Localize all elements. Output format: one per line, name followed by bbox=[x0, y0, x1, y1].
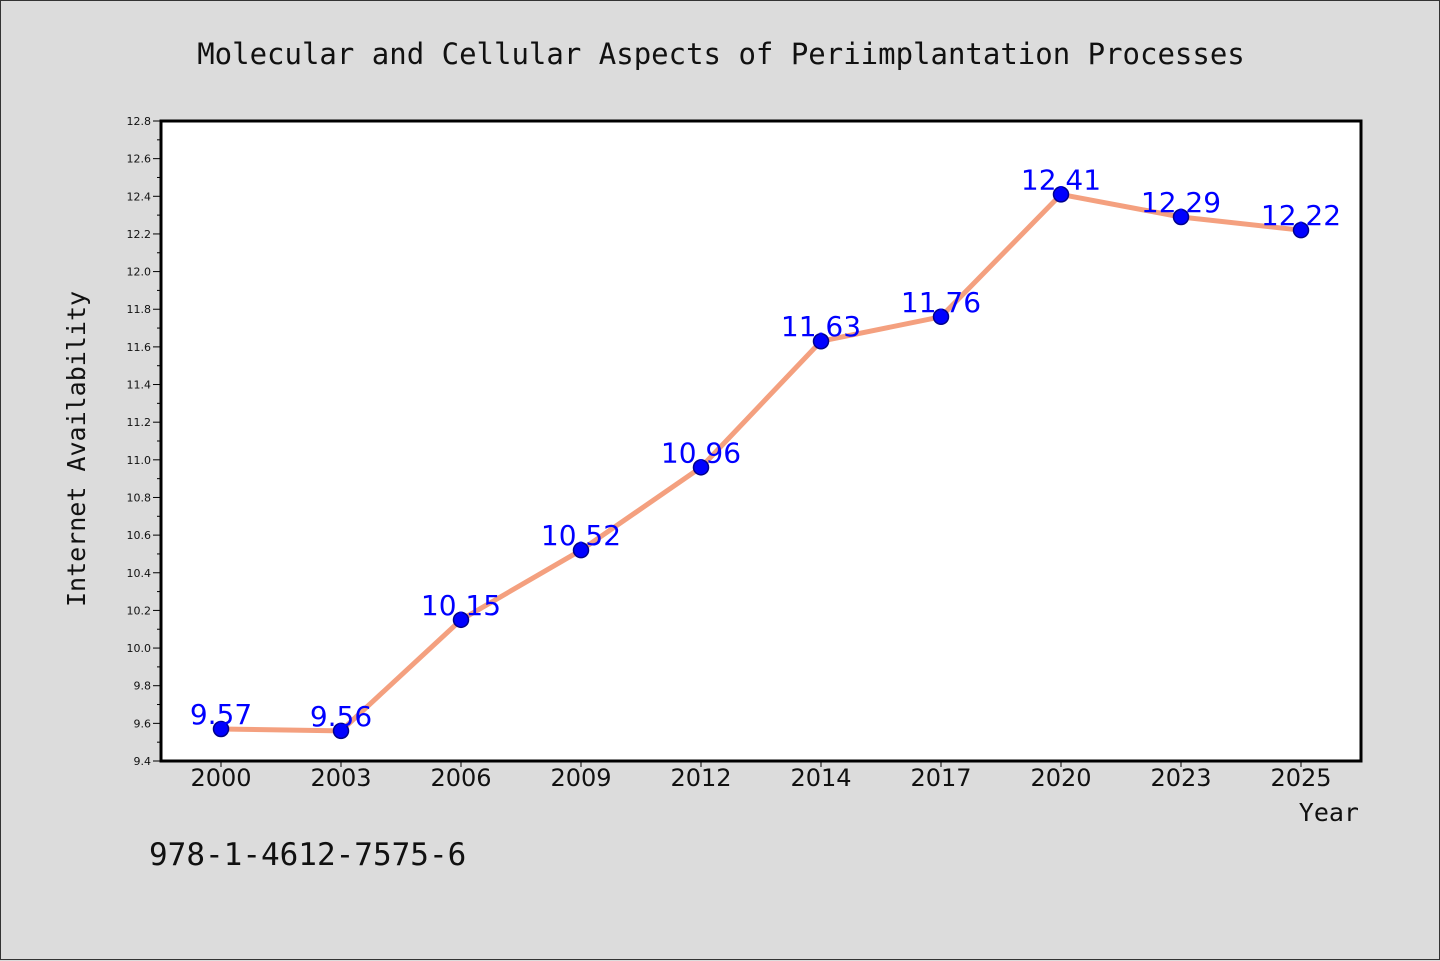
plot-area bbox=[161, 121, 1361, 761]
data-point bbox=[572, 541, 590, 559]
y-tick-label: 12.2 bbox=[127, 228, 152, 241]
y-tick-label: 11.8 bbox=[127, 303, 152, 316]
y-tick-label: 12.0 bbox=[127, 266, 152, 279]
x-tick-label: 2023 bbox=[1150, 764, 1211, 792]
x-tick-label: 2012 bbox=[670, 764, 731, 792]
data-label: 10.52 bbox=[541, 519, 621, 552]
data-label: 11.76 bbox=[901, 286, 981, 319]
x-tick-label: 2017 bbox=[910, 764, 971, 792]
y-axis-label: Internet Availability bbox=[62, 291, 91, 607]
data-point bbox=[812, 332, 830, 350]
x-axis-label: Year bbox=[1299, 798, 1359, 827]
plot-border bbox=[159, 119, 1363, 763]
y-tick-label: 10.6 bbox=[127, 529, 152, 542]
y-tick-label: 10.4 bbox=[127, 567, 152, 580]
data-point bbox=[1172, 208, 1190, 226]
x-tick-label: 2009 bbox=[550, 764, 611, 792]
x-tick-label: 2020 bbox=[1030, 764, 1091, 792]
y-tick-label: 9.8 bbox=[134, 680, 152, 693]
data-label: 10.96 bbox=[661, 436, 741, 469]
data-point bbox=[692, 459, 710, 476]
y-tick-label: 10.2 bbox=[127, 604, 152, 617]
data-label: 12.41 bbox=[1021, 163, 1101, 196]
data-point bbox=[932, 308, 950, 326]
data-label: 12.22 bbox=[1261, 199, 1341, 232]
series-group bbox=[212, 186, 1310, 740]
y-tick-label: 12.4 bbox=[127, 190, 152, 203]
data-label: 12.29 bbox=[1141, 186, 1221, 219]
y-tick-label: 11.4 bbox=[127, 379, 152, 392]
x-axis: 2000 2003 2006 2009 2012 2014 2017 2020 2023 2025 bbox=[190, 761, 1332, 792]
data-label: 10.15 bbox=[421, 589, 501, 622]
data-label: 11.63 bbox=[781, 310, 861, 343]
data-point bbox=[452, 611, 470, 629]
data-labels: 9.57 9.56 10.15 10.52 10.96 11.63 11.76 12.41 12… bbox=[190, 163, 1341, 732]
x-tick-label: 2000 bbox=[190, 764, 251, 792]
data-label: 9.57 bbox=[190, 698, 252, 731]
y-axis: 9.4 9.6 9.8 10.0 10.2 10.4 10.6 10.8 11.0 11.2 11.… bbox=[127, 115, 161, 768]
x-tick-label: 2003 bbox=[310, 764, 371, 792]
y-tick-label: 9.4 bbox=[134, 755, 152, 768]
data-point bbox=[1052, 186, 1070, 203]
x-tick-label: 2025 bbox=[1270, 764, 1331, 792]
data-point bbox=[212, 720, 230, 738]
y-tick-label: 12.8 bbox=[127, 115, 152, 128]
y-tick-label: 10.0 bbox=[127, 642, 152, 655]
x-tick-label: 2014 bbox=[790, 764, 851, 792]
y-tick-label: 10.8 bbox=[127, 491, 152, 504]
y-tick-label: 12.6 bbox=[127, 153, 152, 166]
y-tick-label: 11.0 bbox=[127, 454, 152, 467]
isbn-annotation: 978-1-4612-7575-6 bbox=[149, 837, 466, 873]
y-tick-label: 11.6 bbox=[127, 341, 152, 354]
data-label: 9.56 bbox=[310, 700, 372, 733]
data-point bbox=[1292, 221, 1310, 239]
data-point bbox=[332, 722, 350, 740]
series-line bbox=[218, 191, 1304, 734]
y-tick-label: 9.6 bbox=[134, 717, 152, 730]
chart-title: Molecular and Cellular Aspects of Periim… bbox=[197, 37, 1245, 71]
x-tick-label: 2006 bbox=[430, 764, 491, 792]
y-tick-label: 11.2 bbox=[127, 416, 152, 429]
